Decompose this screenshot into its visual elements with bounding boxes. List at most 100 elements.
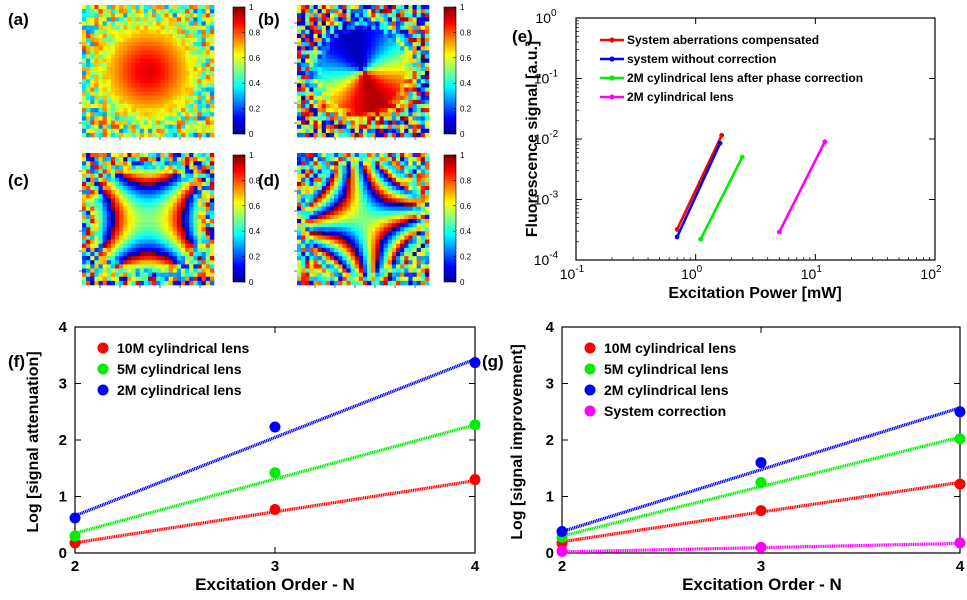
data-point xyxy=(69,530,81,542)
heatmap-cell xyxy=(363,268,368,273)
heatmap-cell xyxy=(383,194,389,199)
heatmap-cell xyxy=(313,9,318,14)
heatmap-cell xyxy=(387,231,393,236)
heatmap-cell xyxy=(358,252,364,257)
heatmap-cell xyxy=(334,243,339,249)
heatmap-cell xyxy=(176,79,182,84)
heatmap-cell xyxy=(354,231,360,236)
heatmap-cell xyxy=(367,219,372,224)
heatmap-cell xyxy=(176,54,182,59)
heatmap-cell xyxy=(181,54,186,59)
heatmap-cell xyxy=(185,95,190,101)
heatmap-cell xyxy=(102,219,108,224)
heatmap-cell xyxy=(176,21,182,26)
heatmap-cell xyxy=(342,116,347,121)
heatmap-cell xyxy=(387,272,393,278)
heatmap-cell xyxy=(301,112,306,117)
heatmap-cell xyxy=(168,169,174,174)
heatmap-cell xyxy=(205,223,211,228)
heatmap-cell xyxy=(176,62,182,68)
heatmap-cell xyxy=(354,38,360,43)
heatmap-cell xyxy=(94,42,99,47)
heatmap-cell xyxy=(325,161,331,166)
heatmap-cell xyxy=(102,95,108,101)
heatmap-cell xyxy=(424,177,430,183)
heatmap-cell xyxy=(354,50,360,55)
heatmap-cell xyxy=(375,181,380,187)
heatmap-cell xyxy=(119,128,124,134)
heatmap-cell xyxy=(305,252,310,257)
heatmap-cell xyxy=(123,161,128,166)
heatmap-cell xyxy=(197,54,202,59)
heatmap-cell xyxy=(338,46,343,51)
heatmap-cell xyxy=(371,194,376,199)
heatmap-cell xyxy=(164,202,169,207)
heatmap-cell xyxy=(338,272,343,278)
heatmap-cell xyxy=(363,181,368,187)
heatmap-cell xyxy=(367,239,372,245)
heatmap-cell xyxy=(143,87,149,92)
y-tick-label: 10-3 xyxy=(534,190,559,208)
heatmap-cell xyxy=(371,235,376,240)
heatmap-cell xyxy=(354,21,360,26)
heatmap-cell xyxy=(317,260,323,265)
heatmap-cell xyxy=(119,243,124,249)
heatmap-cell xyxy=(354,17,360,22)
heatmap-cell xyxy=(181,161,186,166)
heatmap-cell xyxy=(350,210,356,216)
heatmap-cell xyxy=(387,91,393,97)
heatmap-cell xyxy=(143,58,149,64)
heatmap-cell xyxy=(383,243,389,249)
heatmap-cell xyxy=(338,132,343,138)
heatmap-cell xyxy=(309,202,314,207)
heatmap-cell xyxy=(127,83,132,88)
heatmap-cell xyxy=(301,280,306,286)
heatmap-cell xyxy=(106,272,112,278)
heatmap-cell xyxy=(102,223,108,228)
heatmap-cell xyxy=(102,231,108,236)
heatmap-cell xyxy=(90,198,95,203)
heatmap-cell xyxy=(193,276,198,282)
heatmap-cell xyxy=(387,206,393,212)
heatmap-cell xyxy=(330,38,335,43)
heatmap-cell xyxy=(209,239,215,245)
heatmap-cell xyxy=(424,210,430,216)
heatmap-cell xyxy=(420,243,426,249)
heatmap-cell xyxy=(148,165,153,170)
heatmap-cell xyxy=(424,83,430,88)
heatmap-cell xyxy=(193,83,198,88)
heatmap-cell xyxy=(139,272,145,278)
heatmap-cell xyxy=(205,132,211,138)
heatmap-cell xyxy=(172,9,178,14)
heatmap-cell xyxy=(346,132,351,138)
heatmap-cell xyxy=(127,13,132,18)
heatmap-cell xyxy=(354,95,360,101)
heatmap-cell xyxy=(400,235,405,240)
heatmap-cell xyxy=(156,62,161,68)
heatmap-cell xyxy=(115,247,120,253)
heatmap-cell xyxy=(387,190,393,195)
heatmap-cell xyxy=(371,268,376,273)
heatmap-cell xyxy=(197,260,202,265)
heatmap-cell xyxy=(354,214,360,220)
heatmap-cell xyxy=(383,116,389,121)
heatmap-cell xyxy=(350,50,356,55)
heatmap-cell xyxy=(94,252,99,257)
heatmap-cell xyxy=(363,5,368,10)
heatmap-cell xyxy=(131,219,136,224)
heatmap-cell xyxy=(152,280,157,286)
heatmap-cell xyxy=(387,99,393,105)
heatmap-cell xyxy=(172,153,178,158)
heatmap-cell xyxy=(408,9,413,14)
heatmap-cell xyxy=(193,190,198,195)
heatmap-cell xyxy=(367,202,372,207)
heatmap-cell xyxy=(86,198,91,203)
heatmap-cell xyxy=(400,260,405,265)
heatmap-tag: (c) xyxy=(8,171,29,190)
heatmap-cell xyxy=(367,198,372,203)
heatmap-cell xyxy=(325,71,331,76)
heatmap-cell xyxy=(110,252,116,257)
heatmap-cell xyxy=(416,83,422,88)
heatmap-cell xyxy=(152,268,157,273)
heatmap-cell xyxy=(90,42,95,47)
